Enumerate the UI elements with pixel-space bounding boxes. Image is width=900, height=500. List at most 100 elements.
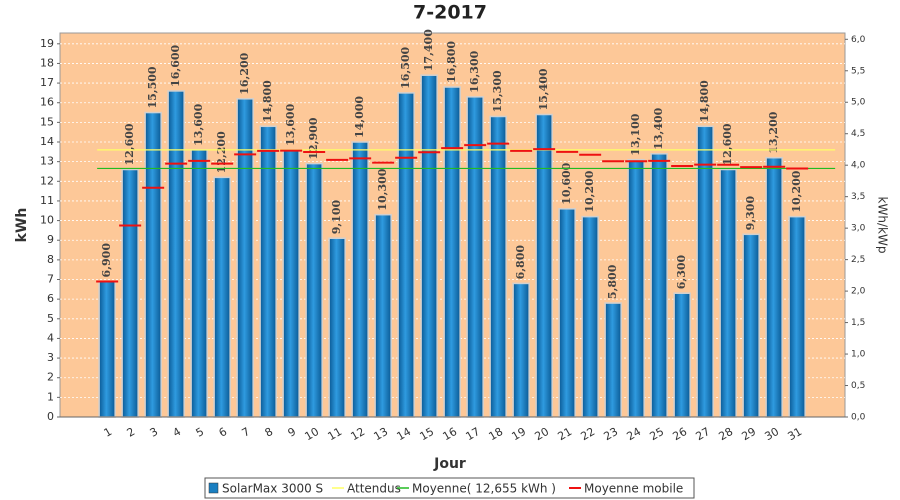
x-tick-label: 26: [671, 425, 690, 443]
y2-tick-label: 1,0: [851, 350, 866, 360]
y2-axis-title: kWh/kWp: [876, 197, 890, 254]
x-tick-label: 4: [171, 425, 184, 440]
x-axis-title: Jour: [433, 456, 466, 472]
value-label: 12,600: [721, 123, 734, 165]
x-tick-label: 22: [579, 425, 598, 443]
x-tick-label: 2: [125, 425, 138, 440]
bar: [144, 111, 162, 418]
x-tick-label: 16: [441, 425, 460, 443]
value-label: 5,800: [606, 264, 619, 299]
y-tick-label: 16: [40, 96, 54, 109]
bar: [374, 213, 392, 418]
bar: [282, 149, 300, 418]
bar: [696, 125, 714, 418]
x-tick-label: 10: [303, 425, 322, 443]
y-tick-label: 15: [40, 115, 54, 128]
bar: [305, 162, 323, 418]
value-label: 13,600: [284, 103, 297, 145]
value-label: 16,500: [399, 46, 412, 88]
y-tick-label: 3: [47, 351, 54, 364]
y2-tick-label: 3,0: [851, 224, 866, 234]
y-tick-label: 6: [47, 292, 54, 305]
value-label: 14,000: [353, 96, 366, 138]
bar: [650, 153, 668, 418]
y-tick-label: 12: [40, 174, 54, 187]
value-label: 6,300: [675, 254, 688, 289]
y-tick-label: 4: [47, 331, 54, 344]
bar: [236, 98, 254, 418]
y-tick-label: 9: [47, 233, 54, 246]
value-label: 6,900: [100, 243, 113, 278]
value-label: 16,600: [169, 44, 182, 86]
bar: [581, 215, 599, 418]
value-label: 12,600: [123, 123, 136, 165]
y2-tick-label: 0,0: [851, 413, 866, 423]
y-axis-title: kWh: [14, 208, 30, 243]
y-tick-label: 2: [47, 371, 54, 384]
bar: [765, 156, 783, 418]
value-label: 10,200: [790, 170, 803, 212]
bar: [328, 237, 346, 418]
x-tick-label: 9: [286, 425, 299, 440]
bar: [604, 302, 622, 418]
x-tick-label: 25: [648, 425, 667, 443]
y2-tick-label: 2,0: [851, 287, 866, 297]
bar: [397, 92, 415, 418]
bar: [788, 215, 806, 418]
y-tick-label: 10: [40, 214, 54, 227]
bar: [259, 125, 277, 418]
bar: [167, 90, 185, 418]
bar: [121, 168, 139, 418]
legend-swatch: [208, 482, 219, 494]
value-label: 13,100: [629, 113, 642, 155]
x-tick-label: 14: [395, 425, 414, 443]
y2-tick-label: 4,0: [851, 161, 866, 171]
bar: [489, 115, 507, 418]
x-tick-label: 11: [326, 425, 345, 443]
x-tick-label: 23: [602, 425, 621, 443]
bar: [351, 141, 369, 418]
bar: [443, 86, 461, 418]
y2-tick-label: 4,5: [851, 129, 865, 139]
y-tick-label: 8: [47, 253, 54, 266]
y2-tick-label: 3,5: [851, 192, 865, 202]
bar: [535, 113, 553, 418]
value-label: 17,400: [422, 29, 435, 71]
x-tick-label: 17: [464, 425, 483, 443]
value-label: 16,300: [468, 50, 481, 92]
value-label: 15,400: [537, 68, 550, 110]
y-tick-label: 1: [47, 390, 54, 403]
y-tick-label: 13: [40, 155, 54, 168]
y-tick-label: 7: [47, 273, 54, 286]
bar: [213, 176, 231, 418]
x-tick-label: 19: [510, 425, 529, 443]
x-tick-label: 24: [625, 425, 644, 443]
value-label: 9,100: [330, 199, 343, 234]
y2-tick-label: 5,0: [851, 98, 866, 108]
y-tick-label: 0: [47, 410, 54, 423]
y-tick-label: 17: [40, 76, 54, 89]
x-tick-label: 6: [217, 425, 230, 440]
chart-title: 7-2017: [413, 2, 487, 24]
x-tick-label: 7: [240, 425, 253, 440]
legend-label: Moyenne mobile: [584, 482, 683, 496]
x-tick-label: 20: [533, 425, 552, 443]
value-label: 15,500: [146, 66, 159, 108]
bar: [512, 282, 530, 418]
x-tick-label: 12: [349, 425, 368, 443]
value-label: 13,600: [192, 103, 205, 145]
legend: [204, 477, 695, 499]
legend-label: Attendus: [347, 482, 401, 496]
value-label: 9,300: [744, 196, 757, 231]
x-tick-label: 31: [786, 425, 805, 443]
bar: [742, 233, 760, 418]
value-label: 6,800: [514, 245, 527, 280]
bar: [98, 280, 116, 418]
x-tick-label: 30: [763, 425, 782, 443]
x-tick-label: 29: [740, 425, 759, 443]
y2-tick-label: 2,5: [851, 255, 865, 265]
value-label: 10,200: [583, 170, 596, 212]
x-tick-label: 21: [556, 425, 575, 443]
value-label: 14,800: [261, 80, 274, 122]
